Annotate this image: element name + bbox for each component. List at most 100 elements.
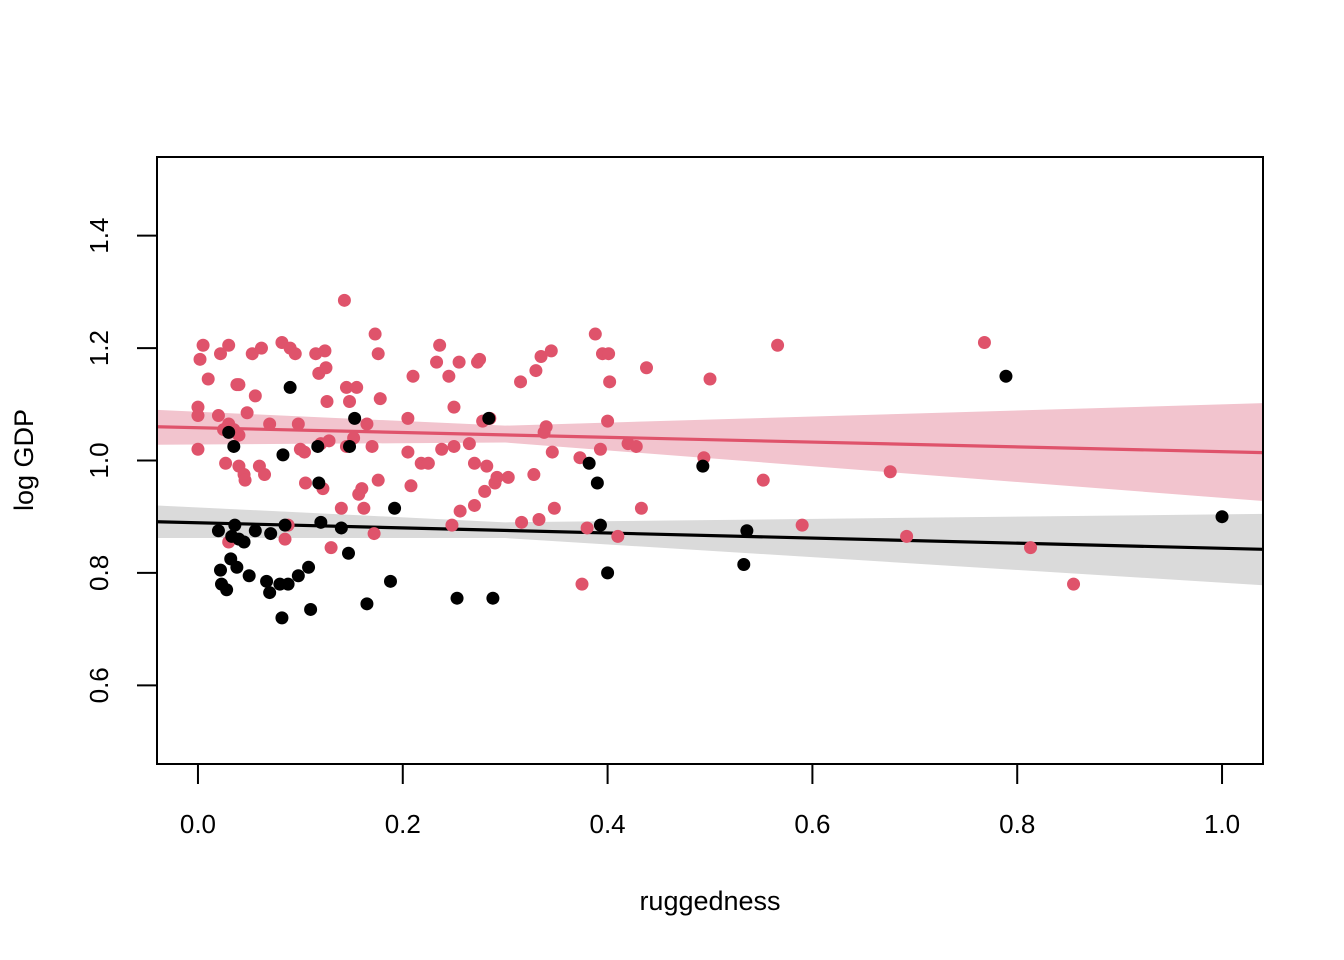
data-point [406, 369, 420, 383]
data-point [593, 518, 607, 532]
data-point [629, 439, 643, 453]
data-point [999, 369, 1013, 383]
fit-line-0 [156, 425, 1264, 455]
x-axis: 0.0 0.2 0.4 0.6 0.8 1.0 [180, 763, 1240, 839]
data-point [601, 566, 615, 580]
data-point [450, 591, 464, 605]
data-point [539, 420, 553, 434]
data-point [433, 338, 447, 352]
data-point [368, 327, 382, 341]
data-point [339, 380, 353, 394]
data-point [232, 428, 246, 442]
confidence-band-0 [157, 403, 1263, 501]
data-point [322, 434, 336, 448]
data-point [590, 476, 604, 490]
data-point [232, 378, 246, 392]
data-point [320, 394, 334, 408]
data-point [371, 347, 385, 361]
data-point [547, 501, 561, 515]
data-point [211, 524, 225, 538]
x-tick-label: 0.0 [180, 809, 216, 839]
data-point [383, 574, 397, 588]
y-axis: 0.6 0.8 1.0 1.2 1.4 [84, 218, 158, 703]
data-point [281, 577, 295, 591]
data-point [298, 476, 312, 490]
data-point [480, 459, 494, 473]
data-point [435, 442, 449, 456]
data-point [278, 532, 292, 546]
data-point [311, 439, 325, 453]
data-point [478, 484, 492, 498]
data-point [611, 529, 625, 543]
data-point [401, 411, 415, 425]
data-point [900, 529, 914, 543]
data-point [473, 352, 487, 366]
data-point [304, 602, 318, 616]
data-point [291, 417, 305, 431]
data-point [401, 445, 415, 459]
data-point [191, 409, 205, 423]
data-point [482, 411, 496, 425]
data-point [213, 563, 227, 577]
confidence-bands [157, 403, 1263, 586]
data-point [343, 394, 357, 408]
data-point [447, 400, 461, 414]
data-point [421, 456, 435, 470]
data-point [291, 569, 305, 583]
data-point [1215, 510, 1229, 524]
data-point [977, 335, 991, 349]
data-point [756, 473, 770, 487]
data-point [348, 411, 362, 425]
data-point [211, 409, 225, 423]
data-point [260, 574, 274, 588]
data-point [467, 498, 481, 512]
data-point [196, 338, 210, 352]
y-axis-title: log GDP [9, 409, 39, 511]
x-tick-label: 0.6 [794, 809, 830, 839]
x-tick-label: 1.0 [1204, 809, 1240, 839]
data-point [588, 327, 602, 341]
data-point [314, 515, 328, 529]
data-point [222, 338, 236, 352]
data-point [514, 375, 528, 389]
data-point [254, 341, 268, 355]
data-point [575, 577, 589, 591]
data-point [373, 392, 387, 406]
data-point [430, 355, 444, 369]
data-point [529, 364, 543, 378]
data-point [467, 456, 481, 470]
data-point [337, 293, 351, 307]
data-point [486, 591, 500, 605]
data-point [445, 518, 459, 532]
x-tick-label: 0.8 [999, 809, 1035, 839]
data-point [634, 501, 648, 515]
data-point [447, 439, 461, 453]
data-point [201, 372, 215, 386]
data-point [640, 361, 654, 375]
x-tick-label: 0.2 [385, 809, 421, 839]
y-tick-label: 0.8 [84, 555, 114, 591]
data-point [324, 541, 338, 555]
data-point [602, 347, 616, 361]
data-point [388, 501, 402, 515]
data-point [545, 445, 559, 459]
data-point [193, 352, 207, 366]
data-point [248, 389, 262, 403]
y-tick-label: 0.6 [84, 667, 114, 703]
data-point [501, 470, 515, 484]
data-point [278, 518, 292, 532]
data-point [593, 442, 607, 456]
data-point [312, 476, 326, 490]
data-point [883, 465, 897, 479]
data-point [453, 504, 467, 518]
data-point [334, 501, 348, 515]
data-point [334, 521, 348, 535]
data-point [360, 597, 374, 611]
confidence-band-1 [157, 505, 1263, 586]
data-point [227, 439, 241, 453]
data-point [442, 369, 456, 383]
data-point [360, 417, 374, 431]
data-point [220, 583, 234, 597]
data-point [242, 569, 256, 583]
data-point [527, 468, 541, 482]
